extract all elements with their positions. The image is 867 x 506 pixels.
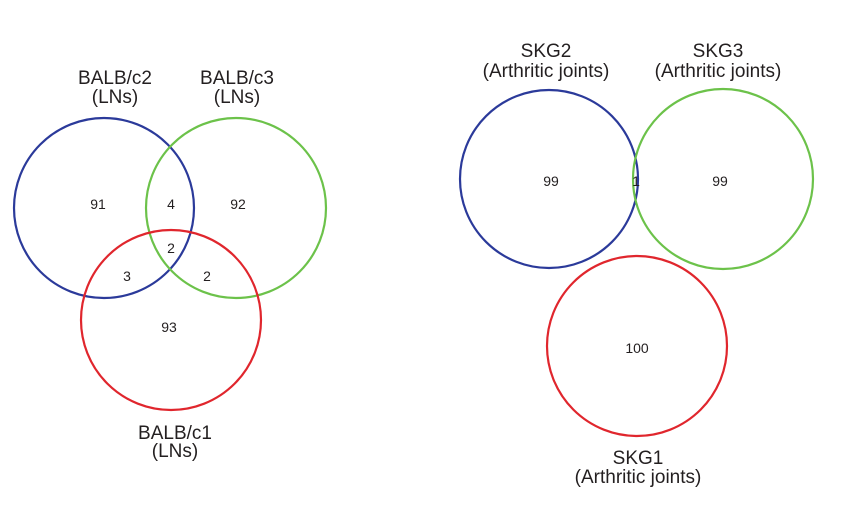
balb-c2-label: BALB/c2 bbox=[78, 68, 152, 89]
balb-c3-sublabel: (LNs) bbox=[214, 87, 260, 108]
balb-c3-circle bbox=[144, 116, 328, 300]
region-count-c2-only: 91 bbox=[90, 196, 106, 212]
skg1-sublabel: (Arthritic joints) bbox=[575, 467, 702, 488]
balb-c1-label: BALB/c1 bbox=[138, 423, 212, 444]
region-count-skg3-only: 99 bbox=[712, 173, 728, 189]
region-count-skg1-only: 100 bbox=[625, 340, 649, 356]
skg3-sublabel: (Arthritic joints) bbox=[655, 61, 782, 82]
skg2-label: SKG2 bbox=[521, 41, 572, 62]
region-count-c1-only: 93 bbox=[161, 319, 177, 335]
skg2-circle bbox=[458, 88, 640, 270]
skg3-label: SKG3 bbox=[693, 41, 744, 62]
skg1-label: SKG1 bbox=[613, 448, 664, 469]
region-count-c3-only: 92 bbox=[230, 196, 246, 212]
region-count-c3-c1: 2 bbox=[203, 268, 211, 284]
right-venn: SKG2 (Arthritic joints) SKG3 (Arthritic … bbox=[458, 41, 815, 488]
region-count-skg2-only: 99 bbox=[543, 173, 559, 189]
region-count-skg2-skg3: 1 bbox=[632, 173, 640, 189]
region-count-c2-c3: 4 bbox=[167, 196, 175, 212]
balb-c1-sublabel: (LNs) bbox=[152, 441, 198, 462]
left-venn: BALB/c2 (LNs) BALB/c3 (LNs) BALB/c1 (LNs… bbox=[12, 68, 328, 462]
balb-c3-label: BALB/c3 bbox=[200, 68, 274, 89]
balb-c2-sublabel: (LNs) bbox=[92, 87, 138, 108]
balb-c2-circle bbox=[12, 116, 196, 300]
skg1-circle bbox=[545, 254, 729, 438]
region-count-c2-c1: 3 bbox=[123, 268, 131, 284]
skg2-sublabel: (Arthritic joints) bbox=[483, 61, 610, 82]
region-count-all: 2 bbox=[167, 240, 175, 256]
skg3-circle bbox=[631, 87, 815, 271]
balb-c1-circle bbox=[79, 228, 263, 412]
